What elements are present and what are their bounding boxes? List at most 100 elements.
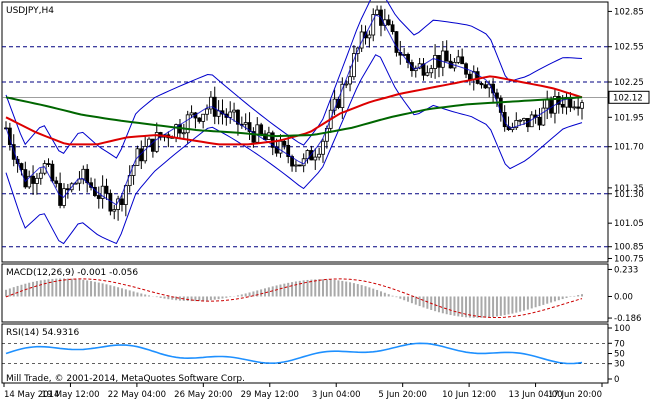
candle-body: [11, 144, 16, 160]
time-tick-label: 17 Jun 20:00: [548, 390, 602, 400]
price-tick-label: 101.95: [614, 113, 644, 123]
candle-body: [545, 99, 550, 109]
candle-body: [189, 112, 194, 116]
current-price-box: [608, 90, 650, 104]
candle-body: [433, 55, 438, 69]
candle-body: [572, 106, 577, 109]
candle-body: [77, 178, 82, 184]
candle-body: [185, 114, 190, 134]
candle-body: [31, 175, 35, 184]
price-frame: [1, 1, 609, 263]
ma-slow-line: [5, 96, 583, 138]
price-tick-label: 102.25: [614, 78, 644, 88]
macd-frame: [1, 263, 609, 323]
candle-body: [440, 50, 445, 68]
candle-body: [502, 112, 507, 128]
time-tick-label: 5 Jun 20:00: [378, 390, 427, 400]
candle-body: [104, 185, 109, 194]
bollinger-middle: [5, 14, 583, 206]
price-tick-label: 100.75: [614, 254, 644, 264]
candle-body: [479, 83, 484, 86]
candle-body: [522, 118, 526, 121]
candle-body: [38, 172, 43, 179]
macd-tick-label: -0.186: [614, 314, 641, 324]
candle-body: [514, 120, 519, 129]
candle-body: [340, 83, 345, 108]
bollinger-lower: [5, 54, 583, 245]
candle-body: [236, 109, 240, 125]
candle-body: [232, 109, 236, 113]
candle-body: [437, 55, 441, 68]
candle-body: [50, 163, 55, 182]
candle-body: [212, 96, 217, 117]
chart-title: USDJPY,H4: [6, 6, 54, 16]
price-tick-label: 101.30: [614, 190, 644, 200]
time-tick-label: 14 May 2014: [4, 390, 59, 400]
candle-body: [367, 34, 372, 39]
candle-body: [576, 106, 581, 109]
candle-body: [278, 140, 283, 154]
candle-body: [251, 131, 256, 143]
candle-body: [580, 102, 584, 109]
candle-body: [560, 103, 565, 108]
price-tick-label: 102.55: [614, 43, 644, 53]
candle-body: [352, 53, 356, 78]
price-panel: 102.85102.55102.25101.95101.70101.35101.…: [1, 0, 650, 264]
candle-body: [456, 56, 461, 63]
candle-body: [282, 140, 287, 146]
candle-body: [247, 122, 252, 132]
time-tick-label: 26 May 20:00: [174, 390, 232, 400]
rsi-tick-label: 100: [614, 324, 630, 334]
macd-panel: 0.233 0.00 -0.186: [1, 263, 641, 324]
macd-signal-line: [5, 278, 583, 318]
candle-body: [344, 83, 349, 86]
current-price-label: 102.12: [613, 93, 643, 103]
price-tick-label: 101.05: [614, 219, 644, 229]
price-tick-label: 102.85: [614, 7, 644, 17]
candle-body: [294, 164, 298, 167]
candle-body: [556, 96, 561, 105]
candle-body: [359, 31, 364, 49]
candle-body: [150, 138, 155, 152]
candle-body: [518, 119, 523, 122]
copyright-text: Mill Trade, © 2001-2014, MetaQuotes Soft…: [6, 374, 245, 384]
candle-body: [429, 68, 434, 74]
candle-body: [96, 195, 101, 199]
price-tick-label: 101.70: [614, 143, 644, 153]
macd-tick-label: 0.233: [614, 265, 638, 275]
time-tick-label: 22 May 04:00: [108, 390, 166, 400]
candle-body: [537, 116, 542, 126]
candle-body: [46, 163, 51, 165]
candle-body: [201, 113, 206, 122]
candle-body: [375, 9, 380, 15]
candle-body: [197, 117, 202, 122]
candle-body: [85, 168, 90, 184]
price-tick-label: 101.35: [614, 184, 644, 194]
candle-body: [100, 185, 105, 199]
rsi-tick-label: 30: [614, 360, 625, 370]
rsi-tick-label: 70: [614, 339, 625, 349]
candle-body: [290, 156, 294, 167]
candle-body: [143, 146, 148, 162]
candle-body: [460, 56, 465, 65]
candle-body: [371, 14, 376, 36]
candle-body: [425, 72, 430, 76]
price-tick-label: 100.85: [614, 243, 644, 253]
candle-body: [421, 63, 426, 76]
candle-body: [208, 96, 213, 110]
candle-body: [205, 108, 209, 115]
candle-body: [54, 180, 59, 184]
candle-body: [394, 31, 399, 53]
candle-body: [65, 188, 70, 191]
candle-body: [243, 122, 248, 125]
candle-body: [390, 24, 395, 33]
candle-body: [495, 92, 499, 99]
rsi-line: [5, 342, 583, 365]
bollinger-upper: [5, 0, 583, 159]
candle-body: [321, 140, 325, 155]
candle-body: [467, 73, 472, 80]
time-tick-label: 13 Jun 04:00: [509, 390, 563, 400]
macd-title: MACD(12,26,9) -0.001 -0.056: [6, 268, 138, 278]
candle-body: [123, 185, 128, 205]
